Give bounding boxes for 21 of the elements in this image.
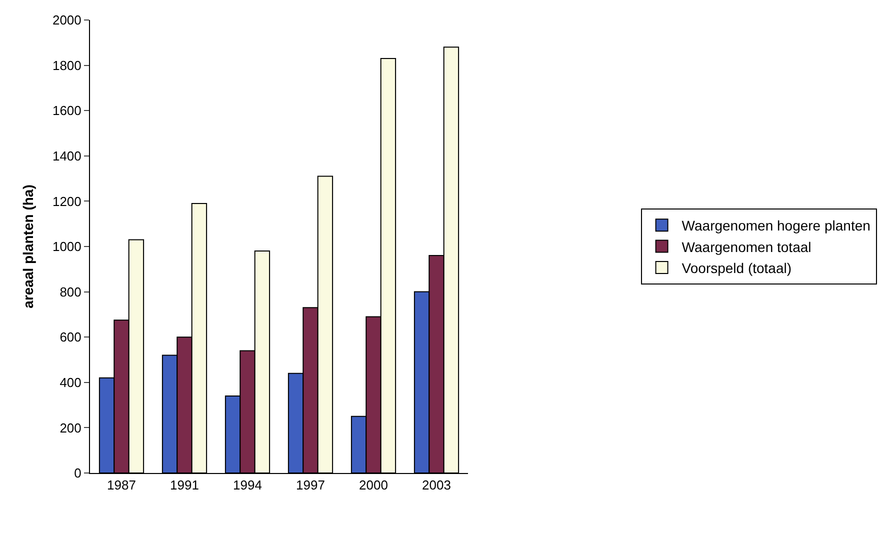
- x-tick-label: 1991: [170, 478, 199, 493]
- y-tick-label: 1600: [52, 103, 82, 118]
- y-tick-label: 1800: [52, 58, 82, 73]
- y-tick-label: 1000: [52, 239, 82, 254]
- y-tick-label: 2000: [52, 12, 82, 28]
- x-tick-label: 1994: [233, 478, 262, 493]
- y-tick-label: 0: [74, 466, 82, 481]
- y-tick-label: 400: [60, 374, 82, 390]
- y-tick-label: 1400: [52, 148, 82, 164]
- y-tick-label: 800: [60, 284, 82, 300]
- x-tick-label: 2003: [422, 478, 451, 493]
- legend-label: Waargenomen hogere planten: [682, 218, 870, 234]
- legend-label: Voorspeld (totaal): [682, 260, 792, 276]
- y-tick-label: 1200: [52, 194, 82, 209]
- y-tick-label: 600: [60, 330, 82, 345]
- x-tick-label: 1997: [296, 478, 325, 493]
- x-tick-label: 1987: [107, 478, 136, 493]
- y-tick-label: 200: [60, 420, 82, 436]
- legend-label: Waargenomen totaal: [682, 238, 812, 255]
- y-axis-title: areaal planten (ha): [20, 184, 36, 308]
- x-tick-label: 2000: [359, 478, 388, 493]
